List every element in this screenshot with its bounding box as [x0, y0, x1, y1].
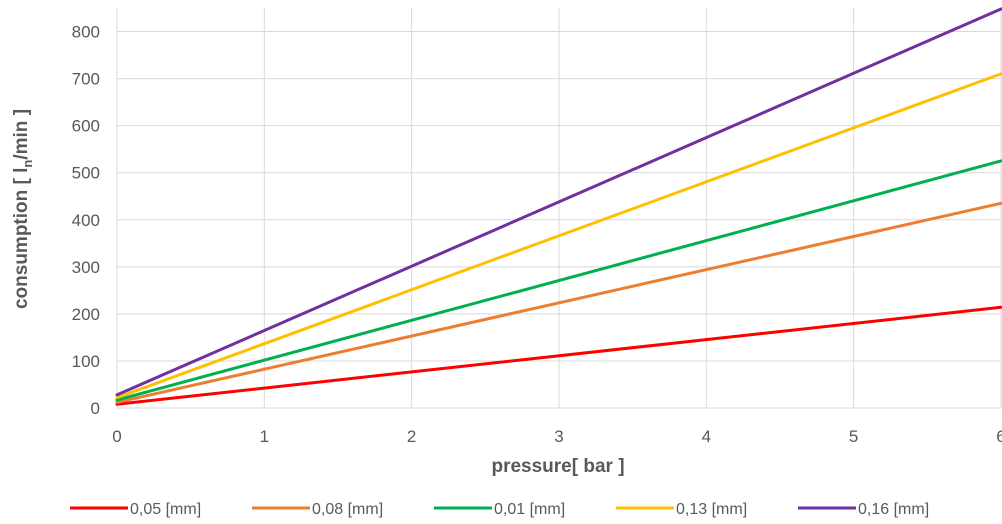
series-line-1	[115, 305, 1002, 406]
x-tick-label: 2	[407, 427, 416, 446]
y-tick-label: 0	[91, 399, 100, 418]
y-tick-labels: 0 100 200 300 400 500 600 700 800	[72, 23, 100, 418]
series-line-2	[115, 201, 1002, 404]
x-tick-label: 5	[849, 427, 858, 446]
legend-label: 0,08 [mm]	[312, 501, 383, 518]
y-tick-label: 700	[72, 70, 100, 89]
legend: 0,05 [mm] 0,08 [mm] 0,01 [mm] 0,13 [mm] 0,16…	[70, 501, 929, 518]
y-tick-label: 800	[72, 23, 100, 42]
legend-label: 0,16 [mm]	[858, 501, 929, 518]
legend-item: 0,01 [mm]	[434, 501, 565, 518]
x-tick-labels: 0 1 2 3 4 5 6	[112, 427, 1002, 446]
series-line-3	[115, 159, 1002, 402]
legend-label: 0,13 [mm]	[676, 501, 747, 518]
y-tick-label: 600	[72, 117, 100, 136]
y-tick-label: 300	[72, 258, 100, 277]
y-tick-label: 400	[72, 211, 100, 230]
series-lines	[115, 7, 1002, 406]
x-tick-label: 3	[554, 427, 563, 446]
y-axis-title: consumption [ ln/min ]	[11, 109, 35, 309]
series-line-5	[115, 7, 1002, 397]
x-axis-title: pressure[ bar ]	[491, 456, 624, 477]
legend-label: 0,05 [mm]	[130, 501, 201, 518]
x-tick-label: 1	[260, 427, 269, 446]
legend-item: 0,08 [mm]	[252, 501, 383, 518]
series-line-4	[115, 72, 1002, 400]
y-tick-label: 500	[72, 164, 100, 183]
legend-item: 0,13 [mm]	[616, 501, 747, 518]
x-tick-label: 4	[702, 427, 711, 446]
x-tick-label: 6	[996, 427, 1002, 446]
y-tick-label: 200	[72, 305, 100, 324]
x-tick-label: 0	[112, 427, 121, 446]
legend-item: 0,16 [mm]	[798, 501, 929, 518]
y-tick-label: 100	[72, 352, 100, 371]
legend-item: 0,05 [mm]	[70, 501, 201, 518]
legend-label: 0,01 [mm]	[494, 501, 565, 518]
